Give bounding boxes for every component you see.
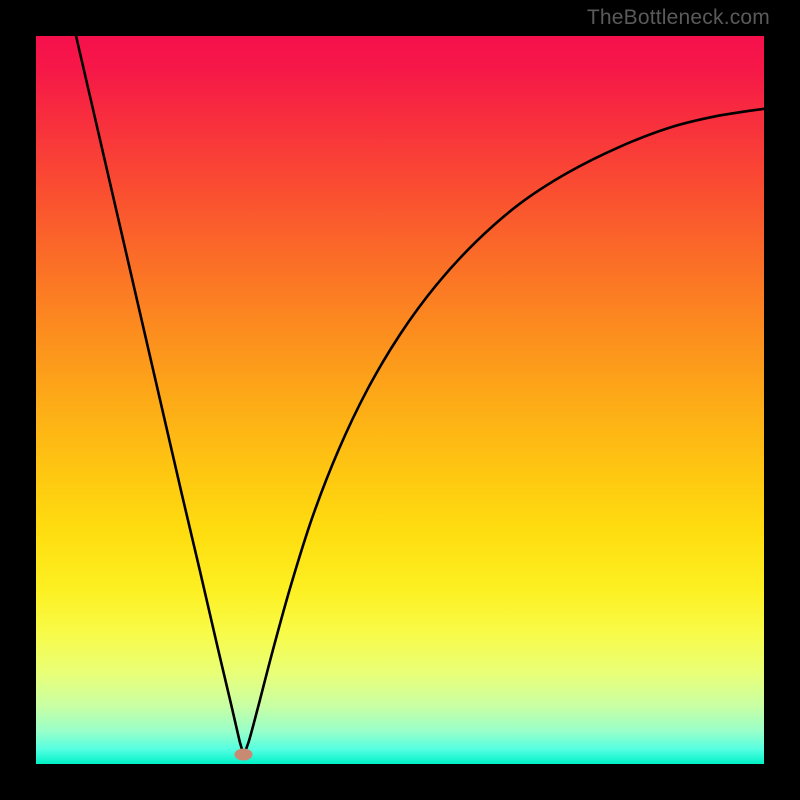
plot-area: [36, 36, 764, 764]
chart-frame: TheBottleneck.com: [0, 0, 800, 800]
chart-svg: [36, 36, 764, 764]
minimum-marker: [234, 749, 252, 761]
chart-background: [36, 36, 764, 764]
watermark-text: TheBottleneck.com: [587, 6, 770, 30]
